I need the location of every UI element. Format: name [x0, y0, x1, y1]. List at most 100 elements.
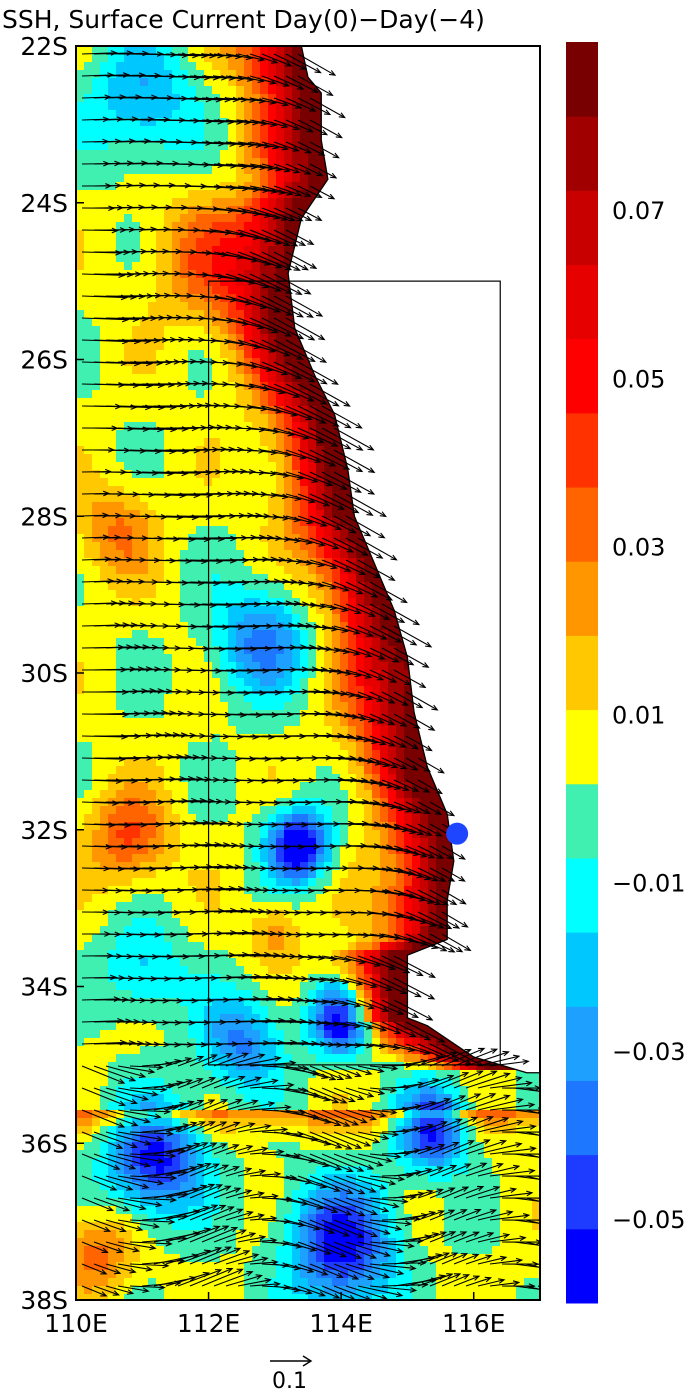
ssh-cell: [196, 614, 205, 623]
ssh-cell: [156, 190, 165, 199]
ssh-cell: [228, 70, 237, 79]
ssh-cell: [148, 262, 157, 271]
ssh-cell: [340, 478, 349, 487]
ssh-cell: [268, 310, 277, 319]
ssh-cell: [220, 454, 229, 463]
ssh-cell: [308, 694, 317, 703]
ssh-cell: [388, 630, 397, 639]
ssh-cell: [252, 630, 261, 639]
ssh-cell: [236, 350, 245, 359]
ssh-cell: [404, 702, 413, 711]
ssh-cell: [268, 566, 277, 575]
ssh-cell: [244, 646, 253, 655]
ssh-cell: [156, 414, 165, 423]
ssh-cell: [260, 518, 269, 527]
ssh-cell: [364, 590, 373, 599]
ssh-cell: [252, 670, 261, 679]
ssh-cell: [252, 686, 261, 695]
ssh-cell: [212, 326, 221, 335]
ssh-cell: [212, 278, 221, 287]
ssh-cell: [100, 566, 109, 575]
ssh-cell: [84, 206, 93, 215]
ssh-cell: [244, 670, 253, 679]
ssh-cell: [188, 134, 197, 143]
ssh-cell: [212, 646, 221, 655]
ssh-cell: [76, 518, 85, 527]
ssh-cell: [268, 342, 277, 351]
ssh-cell: [276, 278, 285, 287]
ssh-cell: [228, 326, 237, 335]
ssh-cell: [76, 470, 85, 479]
ssh-cell: [84, 566, 93, 575]
ssh-cell: [100, 542, 109, 551]
ssh-cell: [108, 46, 117, 55]
ssh-cell: [300, 678, 309, 687]
ssh-cell: [276, 198, 285, 207]
ssh-cell: [372, 638, 381, 647]
ssh-cell: [84, 558, 93, 567]
ssh-cell: [212, 382, 221, 391]
ssh-cell: [164, 46, 173, 55]
ssh-cell: [180, 494, 189, 503]
ssh-cell: [284, 294, 293, 303]
ssh-cell: [252, 94, 261, 103]
ssh-cell: [164, 606, 173, 615]
ssh-cell: [108, 262, 117, 271]
ssh-cell: [124, 110, 133, 119]
ssh-cell: [212, 310, 221, 319]
ssh-cell: [172, 70, 181, 79]
ssh-cell: [228, 502, 237, 511]
ssh-cell: [228, 686, 237, 695]
ssh-cell: [276, 214, 285, 223]
ssh-cell: [252, 526, 261, 535]
ssh-cell: [372, 654, 381, 663]
ssh-cell: [108, 230, 117, 239]
ssh-cell: [196, 662, 205, 671]
ssh-cell: [140, 374, 149, 383]
ssh-cell: [340, 694, 349, 703]
ssh-cell: [316, 614, 325, 623]
ssh-cell: [76, 414, 85, 423]
ssh-cell: [132, 318, 141, 327]
ssh-cell: [268, 126, 277, 135]
ssh-cell: [76, 166, 85, 175]
ssh-cell: [228, 86, 237, 95]
ssh-cell: [356, 550, 365, 559]
ssh-cell: [180, 390, 189, 399]
ssh-cell: [180, 582, 189, 591]
ssh-cell: [180, 190, 189, 199]
ssh-cell: [92, 150, 101, 159]
ssh-cell: [348, 718, 357, 727]
ssh-cell: [284, 94, 293, 103]
ssh-cell: [340, 670, 349, 679]
ssh-cell: [148, 398, 157, 407]
ssh-cell: [84, 614, 93, 623]
ssh-cell: [356, 686, 365, 695]
ssh-cell: [148, 494, 157, 503]
ssh-cell: [316, 502, 325, 511]
ssh-cell: [132, 310, 141, 319]
ssh-cell: [324, 622, 333, 631]
ssh-cell: [116, 686, 125, 695]
ssh-cell: [180, 214, 189, 223]
ssh-cell: [300, 494, 309, 503]
ssh-cell: [164, 550, 173, 559]
ssh-cell: [188, 342, 197, 351]
ssh-cell: [172, 190, 181, 199]
ssh-cell: [108, 118, 117, 127]
ssh-cell: [300, 350, 309, 359]
ssh-cell: [260, 198, 269, 207]
ssh-cell: [268, 198, 277, 207]
ssh-cell: [124, 374, 133, 383]
ssh-cell: [236, 246, 245, 255]
ssh-cell: [340, 638, 349, 647]
ssh-cell: [212, 70, 221, 79]
ssh-cell: [284, 430, 293, 439]
ssh-cell: [116, 246, 125, 255]
ssh-cell: [388, 646, 397, 655]
ssh-cell: [236, 590, 245, 599]
ssh-cell: [340, 454, 349, 463]
ssh-cell: [140, 486, 149, 495]
ssh-cell: [404, 726, 413, 735]
ssh-cell: [252, 390, 261, 399]
